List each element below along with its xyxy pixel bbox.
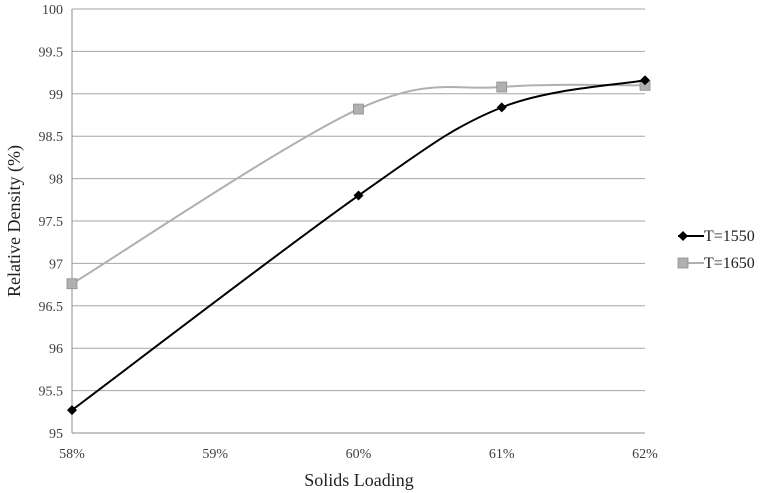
y-tick-label: 95 — [49, 427, 63, 442]
y-tick-label: 98.5 — [39, 130, 64, 145]
x-tick-label: 60% — [346, 447, 372, 462]
y-tick-label: 100 — [42, 3, 63, 18]
y-tick-label: 96 — [49, 342, 63, 357]
y-axis-title: Relative Density (%) — [4, 145, 25, 297]
series-T=1650 — [66, 79, 651, 290]
legend-marker — [678, 231, 688, 241]
data-point — [67, 405, 77, 416]
data-point — [66, 278, 78, 290]
series-T=1550 — [67, 75, 650, 416]
y-tick-label: 97 — [49, 257, 63, 272]
x-axis-title: Solids Loading — [304, 470, 414, 490]
x-tick-label: 61% — [489, 447, 515, 462]
data-point — [496, 102, 507, 113]
x-tick-label: 58% — [59, 447, 85, 462]
x-axis-ticks: 58% 59% 60% 61% 62% — [59, 447, 658, 462]
y-tick-label: 99 — [49, 88, 63, 103]
y-tick-label: 98 — [49, 173, 63, 188]
data-point — [353, 190, 364, 201]
y-tick-label: 96.5 — [39, 300, 64, 315]
legend-label: T=1550 — [704, 228, 755, 245]
x-tick-label: 62% — [632, 447, 658, 462]
series-group — [66, 75, 651, 416]
data-point — [353, 103, 364, 115]
y-axis-ticks: 95 95.5 96 96.5 97 97.5 98 98.5 99 99.5 100 — [39, 3, 64, 442]
gridlines — [71, 8, 645, 434]
data-point — [496, 81, 508, 93]
legend: T=1550 T=1650 — [677, 228, 755, 272]
series-line — [71, 79, 646, 411]
legend-item: T=1550 — [678, 228, 755, 245]
y-tick-label: 95.5 — [39, 385, 64, 400]
y-tick-label: 99.5 — [39, 45, 64, 60]
legend-marker — [677, 257, 689, 269]
x-tick-label: 59% — [202, 447, 228, 462]
y-tick-label: 97.5 — [39, 215, 64, 230]
legend-item: T=1650 — [677, 255, 755, 272]
data-point — [640, 75, 650, 86]
legend-label: T=1650 — [704, 255, 755, 272]
series-line — [71, 83, 646, 285]
